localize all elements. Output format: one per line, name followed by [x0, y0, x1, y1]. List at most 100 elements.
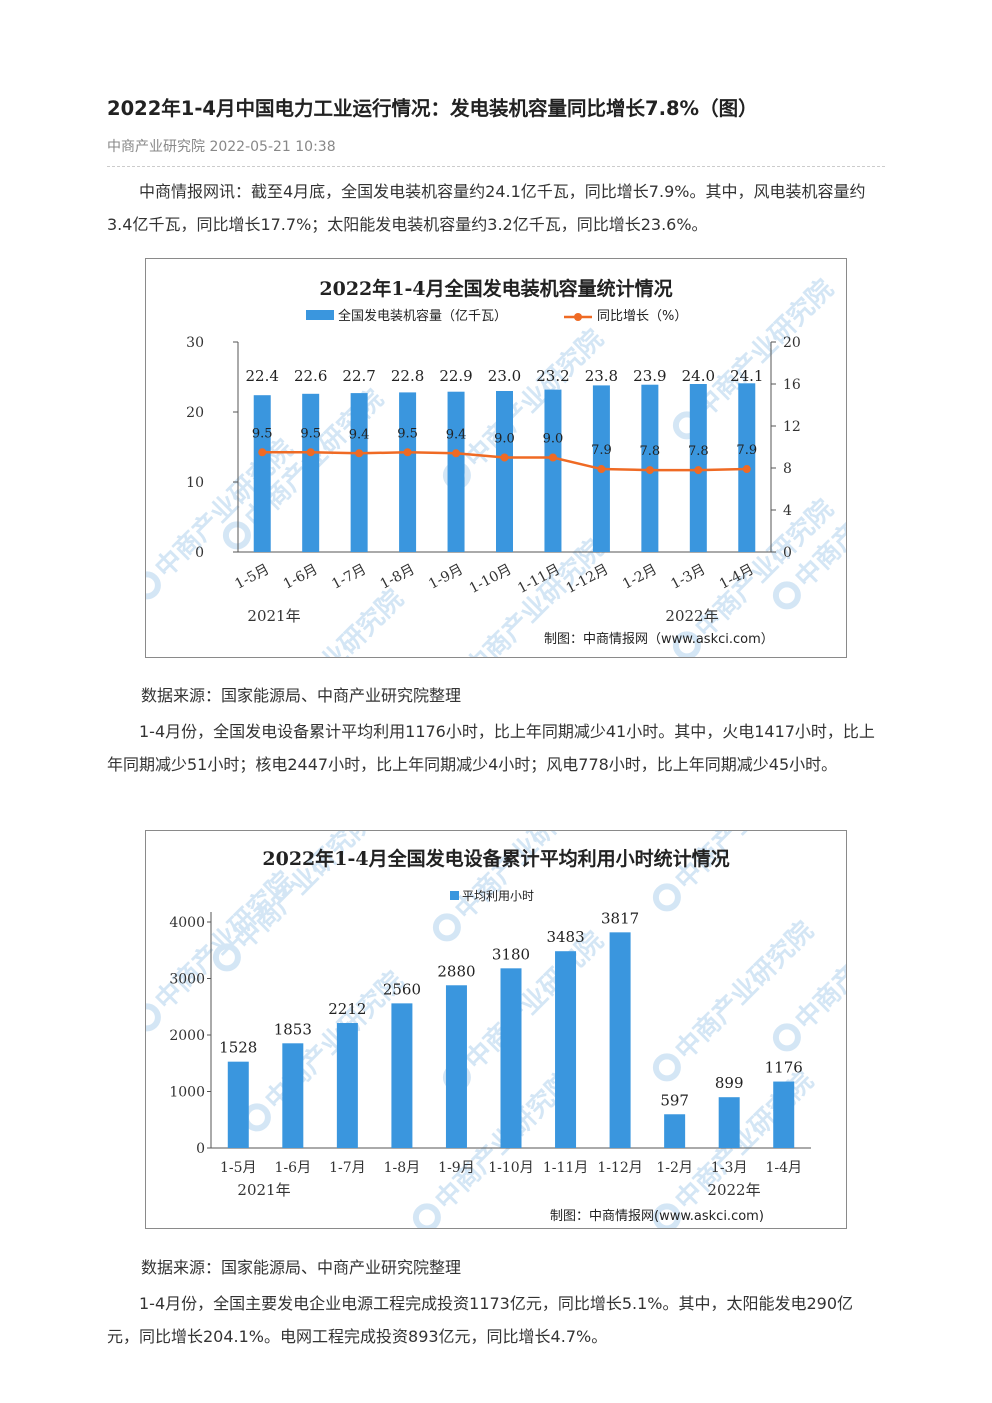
y-tick-label: 2000: [169, 1028, 205, 1044]
source-2: 数据来源：国家能源局、中商产业研究院整理: [141, 1258, 462, 1277]
watermark-text: 中商产业研究院: [459, 323, 610, 474]
bar: [227, 1061, 249, 1148]
bar-value-label: 23.2: [536, 367, 569, 385]
watermark-logo: 中商产业研究院: [146, 433, 300, 600]
growth-marker: [452, 449, 461, 458]
bar: [609, 932, 631, 1148]
x-tick-label: 1-3月: [668, 561, 708, 592]
x-tick-label: 1-8月: [384, 1160, 421, 1176]
x-tick-label: 1-8月: [378, 561, 418, 592]
right-tick-label: 20: [783, 335, 801, 351]
bar: [399, 392, 417, 552]
growth-marker: [500, 453, 509, 462]
growth-value-label: 9.5: [397, 426, 418, 441]
bar: [773, 1081, 795, 1148]
growth-value-label: 7.9: [736, 443, 757, 458]
growth-marker: [306, 448, 315, 457]
legend-line-marker: [574, 313, 582, 321]
bar-value-label: 23.0: [488, 367, 521, 385]
watermark-text: 中商产业研究院: [689, 273, 840, 424]
divider: [107, 166, 885, 167]
watermark-logo: 中商产业研究院: [412, 1065, 580, 1228]
bar-value-label: 23.8: [585, 367, 618, 385]
bar-value-label: 2880: [437, 962, 475, 980]
bar-value-label: 22.6: [294, 367, 327, 385]
growth-value-label: 9.0: [543, 432, 564, 447]
bar: [350, 393, 368, 552]
bar-value-label: 22.7: [342, 367, 375, 385]
bar-value-label: 1853: [274, 1020, 312, 1038]
right-tick-label: 0: [783, 545, 792, 561]
bar-value-label: 3483: [546, 928, 584, 946]
x-tick-label: 1-5月: [232, 561, 272, 592]
legend-bar-label: 全国发电装机容量（亿千瓦）: [338, 308, 507, 324]
x-tick-label: 1-10月: [488, 1160, 533, 1176]
watermark-text: 中商产业研究院: [149, 865, 300, 1016]
bar: [253, 395, 271, 552]
legend-line-label: 同比增长（%）: [597, 309, 687, 324]
bar-value-label: 2212: [328, 1000, 366, 1018]
year-label-2022: 2022年: [707, 1181, 760, 1199]
growth-marker: [548, 453, 557, 462]
legend-bar-swatch: [450, 891, 459, 900]
x-tick-label: 1-7月: [329, 561, 369, 592]
x-tick-label: 1-6月: [281, 561, 321, 592]
growth-marker: [694, 466, 703, 475]
left-tick-label: 0: [195, 545, 204, 561]
left-tick-label: 30: [186, 335, 204, 351]
chart-hours: 中商产业研究院 中商产业研究院 中商产业研究院 中商产业研究院 中商产业研究院 中商产业研…: [145, 830, 847, 1229]
watermark-logo: 中商产业研究院: [652, 831, 820, 912]
x-tick-label: 1-6月: [275, 1160, 312, 1176]
growth-value-label: 7.8: [688, 444, 709, 459]
bar: [391, 1003, 413, 1148]
bar-value-label: 22.9: [439, 367, 472, 385]
right-tick-label: 4: [783, 503, 792, 519]
y-tick-label: 4000: [169, 915, 205, 931]
growth-marker: [597, 465, 606, 474]
bar-value-label: 22.4: [246, 367, 279, 385]
article-title: 2022年1-4月中国电力工业运行情况：发电装机容量同比增长7.8%（图）: [107, 97, 758, 120]
x-tick-label: 1-12月: [597, 1160, 642, 1176]
chart-credit: 制图：中商情报网（www.askci.com）: [544, 632, 774, 647]
growth-marker: [258, 448, 267, 457]
x-tick-label: 1-11月: [543, 1160, 588, 1176]
x-tick-label: 1-7月: [329, 1160, 366, 1176]
growth-value-label: 9.4: [349, 427, 370, 442]
bar-value-label: 3180: [492, 945, 530, 963]
x-tick-label: 1-5月: [220, 1160, 257, 1176]
x-tick-label: 1-4月: [765, 1160, 802, 1176]
chart-credit: 制图：中商情报网(www.askci.com): [550, 1209, 764, 1224]
year-label-2021: 2021年: [247, 607, 300, 625]
bar-value-label: 2560: [383, 980, 421, 998]
right-tick-label: 16: [783, 377, 801, 393]
growth-value-label: 7.8: [640, 444, 661, 459]
x-tick-label: 1-3月: [711, 1160, 748, 1176]
growth-value-label: 9.4: [446, 427, 467, 442]
watermark-text: 中商产业研究院: [449, 831, 600, 926]
bar: [664, 1114, 686, 1148]
growth-value-label: 9.5: [300, 426, 321, 441]
left-tick-label: 20: [186, 405, 204, 421]
bar: [496, 391, 513, 552]
bar: [555, 951, 577, 1148]
chart-title: 2022年1-4月全国发电装机容量统计情况: [319, 277, 672, 300]
watermark-text: 中商产业研究院: [459, 925, 610, 1076]
article-meta: 中商产业研究院 2022-05-21 10:38: [107, 139, 336, 155]
bar-value-label: 22.8: [391, 367, 424, 385]
x-tick-label: 1-2月: [656, 1160, 693, 1176]
year-label-2021: 2021年: [237, 1181, 290, 1199]
bar-value-label: 23.9: [633, 367, 666, 385]
bar-value-label: 597: [660, 1091, 689, 1109]
y-tick-label: 0: [196, 1141, 205, 1157]
bar-value-label: 24.0: [682, 367, 715, 385]
bar: [544, 389, 562, 552]
paragraph-1: 中商情报网讯：截至4月底，全国发电装机容量约24.1亿千瓦，同比增长7.9%。其…: [107, 182, 866, 234]
x-tick-label: 1-10月: [467, 561, 515, 596]
legend-bar-label: 平均利用小时: [462, 889, 534, 903]
chart-capacity: 中商产业研究院 中商产业研究院 中商产业研究院 中商产业研究院 中商产业研究院 中商产业研…: [145, 258, 847, 658]
x-tick-label: 1-2月: [620, 561, 660, 592]
left-tick-label: 10: [186, 475, 204, 491]
growth-marker: [355, 449, 364, 458]
growth-marker: [403, 448, 412, 457]
